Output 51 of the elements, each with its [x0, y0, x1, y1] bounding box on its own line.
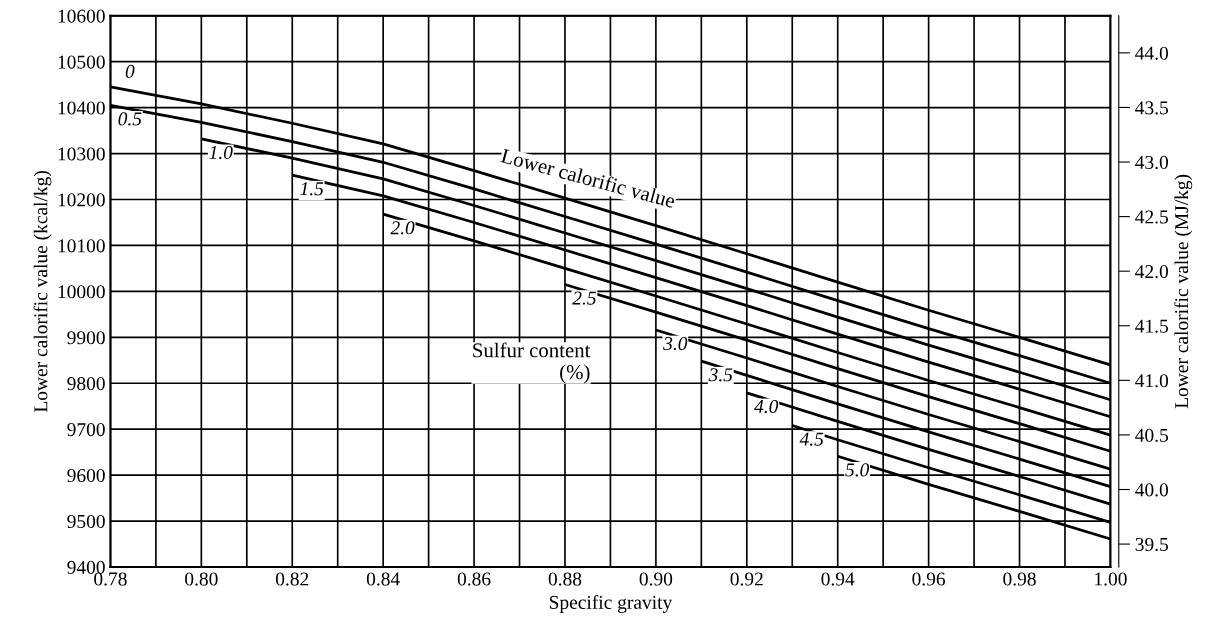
y2-tick-label: 43.5 [1135, 101, 1169, 115]
series-label: 3.0 [663, 336, 688, 351]
y-tick-label: 9500 [67, 514, 105, 528]
x-tick-label: 0.80 [185, 572, 218, 586]
x-tick-label: 0.84 [366, 572, 400, 586]
y-tick-label: 9700 [67, 423, 105, 437]
x-tick-label: 0.98 [1003, 572, 1036, 586]
y-tick-label: 10600 [58, 9, 105, 23]
series-label: 1.0 [209, 145, 233, 160]
series-label: 3.5 [708, 368, 733, 382]
y2-tick-label: 41.0 [1135, 374, 1169, 388]
series-label: 2.0 [390, 221, 415, 235]
y-tick-label: 10200 [58, 193, 105, 207]
series-label: 5.0 [845, 463, 870, 477]
y2-tick-label: 42.5 [1135, 210, 1169, 224]
x-tick-label: 0.82 [275, 572, 309, 586]
y-tick-label: 9900 [67, 331, 105, 345]
y-axis-title: Lower calorific value (kcal/kg) [33, 171, 52, 413]
series-label: 0.5 [118, 112, 142, 126]
series-label: 0 [125, 64, 135, 78]
y2-tick-label: 41.5 [1135, 319, 1169, 333]
y-tick-label: 10000 [58, 285, 105, 299]
y2-tick-label: 44.0 [1135, 46, 1169, 60]
x-tick-label: 0.96 [912, 572, 946, 586]
series-label: 4.0 [754, 399, 779, 414]
y-tick-label: 9400 [67, 560, 105, 574]
y-tick-label: 10500 [58, 55, 105, 69]
series-label: 4.5 [799, 432, 824, 446]
x-tick-label: 0.86 [457, 572, 491, 586]
x-tick-label: 0.88 [548, 572, 582, 586]
x-tick-label: 0.92 [730, 572, 763, 586]
annotation: Sulfur content (%) [473, 342, 591, 384]
y-tick-label: 10100 [58, 239, 105, 253]
x-tick-label: 0.90 [639, 572, 673, 586]
y2-axis-title: Lower calorific value (MJ/kg) [1174, 174, 1193, 409]
y-tick-label: 10400 [58, 101, 105, 115]
x-tick-label: 0.78 [94, 572, 127, 586]
y-tick-label: 10300 [58, 147, 105, 161]
y-tick-label: 9600 [67, 468, 105, 483]
series-label: 2.5 [572, 291, 596, 305]
y2-tick-label: 39.5 [1135, 537, 1169, 552]
x-tick-label: 1.00 [1095, 572, 1127, 586]
y2-tick-label: 40.5 [1135, 428, 1169, 442]
annotation: Lower calorific value [500, 147, 677, 209]
y-tick-label: 9800 [67, 377, 105, 391]
y2-tick-label: 40.0 [1135, 483, 1169, 497]
series-label: 1.5 [300, 182, 324, 196]
y2-tick-label: 43.0 [1135, 155, 1169, 170]
y2-tick-label: 42.0 [1135, 265, 1169, 279]
x-axis-title: Specific gravity [549, 595, 673, 613]
x-tick-label: 0.94 [821, 572, 855, 586]
